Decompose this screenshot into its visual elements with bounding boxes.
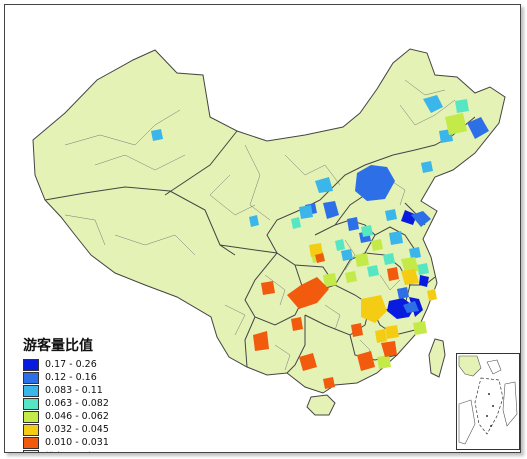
patch-yellow — [375, 329, 387, 343]
inset-land — [502, 381, 518, 427]
legend-label: 0.010 - 0.031 — [45, 437, 109, 448]
map-legend: 游客量比值 0.17 - 0.26 0.12 - 0.16 0.083 - 0.11… — [23, 335, 163, 453]
patch-medium-blue — [355, 165, 395, 201]
tourism-patches — [151, 95, 489, 389]
patch-yellow-green — [413, 321, 427, 335]
patch-yellow-green — [371, 239, 383, 251]
prefecture-borders — [64, 79, 456, 371]
patch-aqua — [383, 253, 395, 265]
patch-yellow — [309, 243, 323, 257]
patch-aqua — [417, 263, 429, 275]
legend-swatch — [23, 371, 39, 384]
patch-orange — [253, 331, 269, 351]
legend-swatch — [23, 449, 39, 452]
legend-swatch — [23, 384, 39, 397]
china-landmass — [32, 48, 506, 394]
china-choropleth-map — [32, 48, 506, 416]
patch-light-blue — [341, 249, 353, 261]
legend-item: 0.046 - 0.062 — [23, 410, 163, 423]
legend-item: 排名100后 — [23, 449, 163, 453]
patch-dark-blue — [401, 210, 417, 225]
patch-yellow-green — [401, 257, 419, 273]
patch-dark-blue — [387, 298, 415, 319]
legend-label: 0.12 - 0.16 — [45, 372, 97, 383]
patch-orange — [299, 353, 317, 371]
patch-light-blue — [249, 215, 259, 227]
legend-label: 0.17 - 0.26 — [45, 359, 97, 370]
patch-light-blue — [409, 247, 421, 259]
legend-swatch — [23, 358, 39, 371]
inset-map — [458, 355, 518, 445]
patch-yellow — [385, 325, 399, 339]
patch-light-blue — [315, 177, 333, 193]
legend-swatch — [23, 410, 39, 423]
inset-mainland — [458, 355, 482, 377]
patch-aqua — [361, 225, 373, 237]
patch-orange — [381, 341, 397, 357]
legend-label: 0.063 - 0.082 — [45, 398, 109, 409]
inset-island — [490, 425, 492, 427]
legend-item: 0.17 - 0.26 — [23, 358, 163, 371]
legend-swatch — [23, 436, 39, 449]
taiwan-island — [428, 338, 446, 378]
patch-dark-blue — [419, 275, 429, 287]
patch-orange — [351, 323, 363, 337]
inset-island — [486, 415, 488, 417]
patch-medium-blue — [323, 201, 339, 219]
patch-light-blue — [421, 161, 433, 173]
hainan-island — [306, 394, 336, 416]
legend-title: 游客量比值 — [23, 338, 93, 354]
patch-orange — [315, 253, 325, 263]
patch-orange — [287, 277, 329, 309]
inset-boundary — [474, 377, 504, 435]
patch-yellow — [361, 295, 387, 323]
south-china-sea-inset — [456, 353, 520, 450]
patch-medium-blue — [347, 217, 359, 231]
patch-medium-blue — [467, 117, 489, 139]
inset-land — [458, 399, 476, 445]
patch-yellow-green — [345, 271, 357, 283]
map-frame: 游客量比值 0.17 - 0.26 0.12 - 0.16 0.083 - 0.11… — [4, 4, 521, 453]
patch-medium-blue — [403, 301, 419, 313]
patch-aqua — [291, 217, 301, 229]
patch-medium-blue — [411, 211, 431, 227]
legend-item: 0.063 - 0.082 — [23, 397, 163, 410]
legend-item: 0.032 - 0.045 — [23, 423, 163, 436]
legend-label: 排名100后 — [45, 449, 92, 453]
legend-list: 0.17 - 0.26 0.12 - 0.16 0.083 - 0.11 0.063 … — [23, 358, 163, 453]
legend-item: 0.12 - 0.16 — [23, 371, 163, 384]
patch-yellow-green — [323, 273, 337, 287]
inset-land — [486, 359, 502, 375]
patch-aqua — [455, 99, 469, 113]
legend-swatch — [23, 397, 39, 410]
patch-yellow — [401, 269, 419, 285]
patch-light-blue — [389, 231, 403, 245]
patch-yellow-green — [355, 253, 369, 267]
patch-orange — [291, 317, 303, 331]
patch-light-blue — [299, 205, 313, 219]
province-borders — [44, 116, 476, 374]
patch-aqua — [367, 265, 379, 277]
legend-item: 0.083 - 0.11 — [23, 384, 163, 397]
legend-label: 0.032 - 0.045 — [45, 424, 109, 435]
legend-label: 0.083 - 0.11 — [45, 385, 103, 396]
patch-light-blue — [151, 129, 163, 141]
legend-item: 0.010 - 0.031 — [23, 436, 163, 449]
patch-light-blue — [423, 95, 443, 113]
legend-swatch — [23, 423, 39, 436]
patch-orange — [323, 377, 335, 389]
inset-island — [488, 393, 490, 395]
patch-orange — [261, 281, 275, 295]
patch-yellow-green — [377, 355, 391, 369]
patch-yellow — [427, 289, 437, 301]
patch-medium-blue — [397, 287, 409, 299]
legend-label: 0.046 - 0.062 — [45, 411, 109, 422]
patch-yellow-green — [445, 113, 467, 135]
patch-light-blue — [385, 209, 397, 221]
patch-orange — [387, 267, 399, 281]
inset-island — [492, 405, 494, 407]
patch-aqua — [335, 239, 345, 251]
patch-orange — [357, 351, 375, 371]
